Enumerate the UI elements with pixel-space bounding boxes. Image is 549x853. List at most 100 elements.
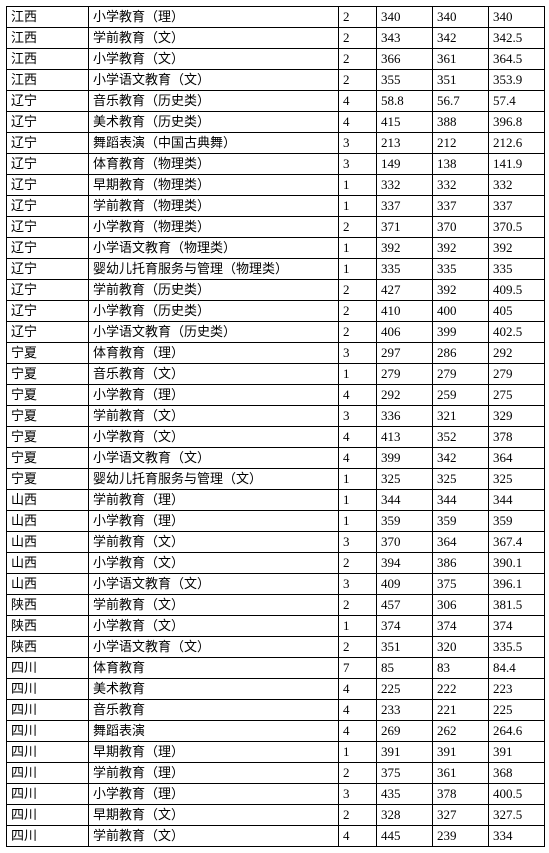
cell-a: 149 [377,154,433,175]
cell-a: 392 [377,238,433,259]
cell-a: 371 [377,217,433,238]
cell-c: 402.5 [489,322,545,343]
cell-n: 3 [339,532,377,553]
cell-b: 335 [433,259,489,280]
cell-c: 342.5 [489,28,545,49]
table-row: 四川体育教育7858384.4 [7,658,545,679]
cell-n: 2 [339,301,377,322]
table-row: 宁夏婴幼儿托育服务与管理（文）1325325325 [7,469,545,490]
cell-c: 327.5 [489,805,545,826]
cell-province: 宁夏 [7,469,89,490]
cell-c: 364.5 [489,49,545,70]
cell-c: 367.4 [489,532,545,553]
cell-n: 4 [339,700,377,721]
cell-province: 江西 [7,7,89,28]
cell-n: 2 [339,595,377,616]
cell-major: 舞蹈表演 [89,721,339,742]
cell-b: 83 [433,658,489,679]
cell-b: 327 [433,805,489,826]
cell-a: 374 [377,616,433,637]
cell-province: 陕西 [7,595,89,616]
cell-n: 4 [339,826,377,847]
cell-b: 400 [433,301,489,322]
cell-province: 四川 [7,721,89,742]
cell-major: 早期教育（文） [89,805,339,826]
table-body: 江西小学教育（理）2340340340江西学前教育（文）2343342342.5… [7,7,545,847]
cell-province: 江西 [7,28,89,49]
cell-b: 279 [433,364,489,385]
cell-n: 1 [339,364,377,385]
cell-major: 小学教育（文） [89,427,339,448]
cell-a: 344 [377,490,433,511]
cell-a: 335 [377,259,433,280]
cell-c: 212.6 [489,133,545,154]
cell-major: 小学教育（理） [89,511,339,532]
table-row: 四川早期教育（理）1391391391 [7,742,545,763]
table-row: 陕西小学语文教育（文）2351320335.5 [7,637,545,658]
cell-c: 340 [489,7,545,28]
cell-province: 辽宁 [7,196,89,217]
score-table: 江西小学教育（理）2340340340江西学前教育（文）2343342342.5… [6,6,545,847]
cell-n: 4 [339,112,377,133]
cell-a: 336 [377,406,433,427]
cell-major: 学前教育（理） [89,763,339,784]
cell-c: 378 [489,427,545,448]
cell-b: 306 [433,595,489,616]
table-row: 江西小学语文教育（文）2355351353.9 [7,70,545,91]
cell-a: 445 [377,826,433,847]
cell-major: 早期教育（理） [89,742,339,763]
cell-province: 四川 [7,658,89,679]
table-row: 辽宁早期教育（物理类）1332332332 [7,175,545,196]
cell-province: 陕西 [7,616,89,637]
cell-a: 292 [377,385,433,406]
cell-n: 7 [339,658,377,679]
cell-c: 409.5 [489,280,545,301]
cell-n: 1 [339,616,377,637]
table-row: 宁夏小学教育（理）4292259275 [7,385,545,406]
table-row: 辽宁小学语文教育（历史类）2406399402.5 [7,322,545,343]
cell-province: 宁夏 [7,364,89,385]
cell-c: 264.6 [489,721,545,742]
cell-c: 225 [489,700,545,721]
cell-major: 美术教育 [89,679,339,700]
cell-a: 391 [377,742,433,763]
table-row: 辽宁舞蹈表演（中国古典舞）3213212212.6 [7,133,545,154]
table-row: 山西小学语文教育（文）3409375396.1 [7,574,545,595]
cell-n: 2 [339,280,377,301]
cell-major: 小学语文教育（文） [89,637,339,658]
cell-n: 4 [339,679,377,700]
cell-major: 音乐教育（文） [89,364,339,385]
cell-a: 332 [377,175,433,196]
cell-b: 286 [433,343,489,364]
cell-n: 4 [339,448,377,469]
table-row: 辽宁婴幼儿托育服务与管理（物理类）1335335335 [7,259,545,280]
table-row: 辽宁美术教育（历史类）4415388396.8 [7,112,545,133]
cell-a: 325 [377,469,433,490]
cell-major: 小学教育（文） [89,616,339,637]
cell-b: 374 [433,616,489,637]
cell-major: 美术教育（历史类） [89,112,339,133]
cell-province: 辽宁 [7,322,89,343]
cell-n: 1 [339,196,377,217]
cell-c: 368 [489,763,545,784]
cell-a: 233 [377,700,433,721]
cell-province: 辽宁 [7,301,89,322]
cell-major: 小学教育（理） [89,7,339,28]
cell-province: 辽宁 [7,112,89,133]
cell-a: 366 [377,49,433,70]
cell-n: 1 [339,511,377,532]
table-row: 宁夏音乐教育（文）1279279279 [7,364,545,385]
cell-n: 1 [339,175,377,196]
cell-province: 四川 [7,805,89,826]
cell-province: 四川 [7,763,89,784]
cell-a: 355 [377,70,433,91]
cell-b: 332 [433,175,489,196]
cell-a: 279 [377,364,433,385]
cell-a: 213 [377,133,433,154]
cell-b: 352 [433,427,489,448]
cell-province: 江西 [7,70,89,91]
cell-a: 415 [377,112,433,133]
cell-n: 1 [339,259,377,280]
cell-n: 1 [339,238,377,259]
cell-c: 344 [489,490,545,511]
